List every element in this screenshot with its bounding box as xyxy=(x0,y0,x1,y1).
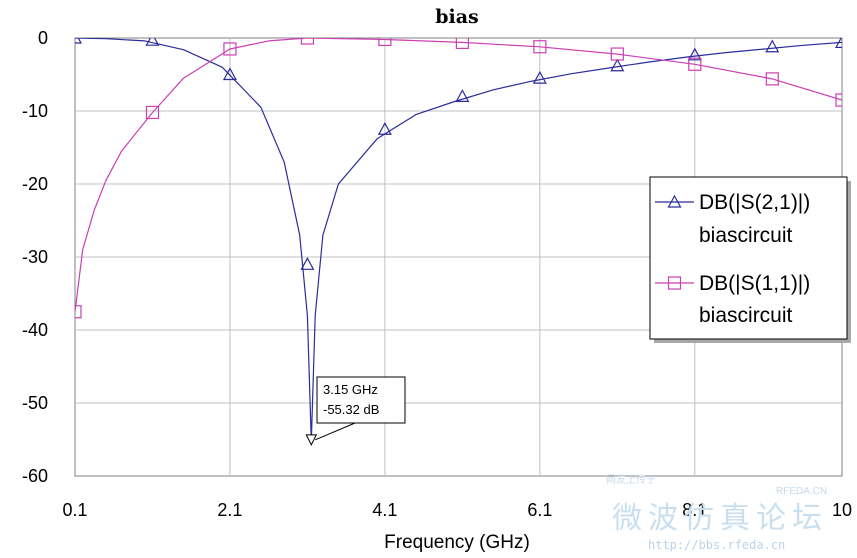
watermark-url: http://bbs.rfeda.cn xyxy=(648,538,785,552)
series-layer xyxy=(75,38,842,443)
legend-marker-square-icon xyxy=(667,276,682,290)
data-point-triangle xyxy=(765,39,780,53)
data-point-square xyxy=(223,42,237,56)
annotation-value: -55.32 dB xyxy=(323,402,379,417)
legend-label-s11: DB(|S(1,1)|) xyxy=(699,272,810,295)
x-axis-ticks: 0.1 2.1 4.1 6.1 8.1 10 xyxy=(62,500,852,520)
data-point-triangle xyxy=(610,58,625,72)
legend-marker-triangle-icon xyxy=(667,194,682,208)
marker-annotation: 3.15 GHz -55.32 dB xyxy=(305,376,406,446)
legend-sublabel-s11: biascircuit xyxy=(699,304,793,327)
legend: DB(|S(2,1)|) biascircuit DB(|S(1,1)|) bi… xyxy=(649,176,851,343)
series-s11 xyxy=(75,38,842,319)
x-tick-label: 0.1 xyxy=(62,500,87,520)
y-tick-label: -30 xyxy=(22,247,48,267)
data-point-triangle xyxy=(300,257,315,270)
data-point-square xyxy=(533,40,547,54)
data-point-square xyxy=(300,38,315,45)
y-tick-label: 0 xyxy=(38,28,48,48)
x-axis-label: Frequency (GHz) xyxy=(384,532,530,553)
data-point-square xyxy=(765,72,779,86)
data-point-triangle xyxy=(532,70,547,84)
legend-box xyxy=(649,176,848,340)
annotation-frequency: 3.15 GHz xyxy=(323,382,378,397)
data-point-triangle xyxy=(377,121,392,135)
data-point-triangle xyxy=(687,47,702,61)
watermark-chinese: 微波仿真论坛 xyxy=(612,501,828,536)
data-point-square xyxy=(145,105,160,120)
y-tick-label: -40 xyxy=(22,320,48,340)
data-point-triangle xyxy=(455,89,470,102)
chart-title: bias xyxy=(435,6,479,28)
data-point-triangle xyxy=(145,38,160,46)
legend-label-s21: DB(|S(2,1)|) xyxy=(699,191,810,214)
series-line xyxy=(75,38,842,312)
series-line xyxy=(75,38,842,443)
legend-entry-s21: DB(|S(2,1)|) biascircuit xyxy=(655,191,810,247)
data-point-square xyxy=(835,93,842,107)
y-axis-ticks: 0 -10 -20 -30 -40 -50 -60 xyxy=(22,28,48,486)
legend-sublabel-s21: biascircuit xyxy=(699,224,793,247)
x-tick-label: 10 xyxy=(832,500,852,520)
y-tick-label: -50 xyxy=(22,393,48,413)
data-point-square xyxy=(688,57,702,71)
annotation-marker-triangle xyxy=(305,434,318,446)
y-tick-label: -20 xyxy=(22,174,48,194)
y-tick-label: -10 xyxy=(22,101,48,121)
legend-entry-s11: DB(|S(1,1)|) biascircuit xyxy=(655,272,810,327)
data-point-square xyxy=(455,38,469,49)
data-point-triangle xyxy=(222,67,237,81)
series-s21 xyxy=(75,38,842,443)
x-tick-label: 6.1 xyxy=(527,500,552,520)
data-point-square xyxy=(75,305,82,319)
annotation-leader-line xyxy=(315,422,356,441)
x-tick-label: 8.1 xyxy=(682,500,707,520)
x-tick-label: 4.1 xyxy=(372,500,397,520)
data-point-square xyxy=(378,38,392,47)
x-tick-label: 2.1 xyxy=(217,500,242,520)
y-tick-label: -60 xyxy=(22,466,48,486)
annotation-box xyxy=(316,376,406,424)
watermark-small: RFEDA.CN xyxy=(776,486,827,497)
data-point-triangle xyxy=(834,38,842,48)
watermark-small-cn: 网友上传于 xyxy=(606,473,656,486)
watermark: 网友上传于 RFEDA.CN 微波仿真论坛 http://bbs.rfeda.c… xyxy=(606,473,828,552)
data-point-square xyxy=(610,47,624,61)
